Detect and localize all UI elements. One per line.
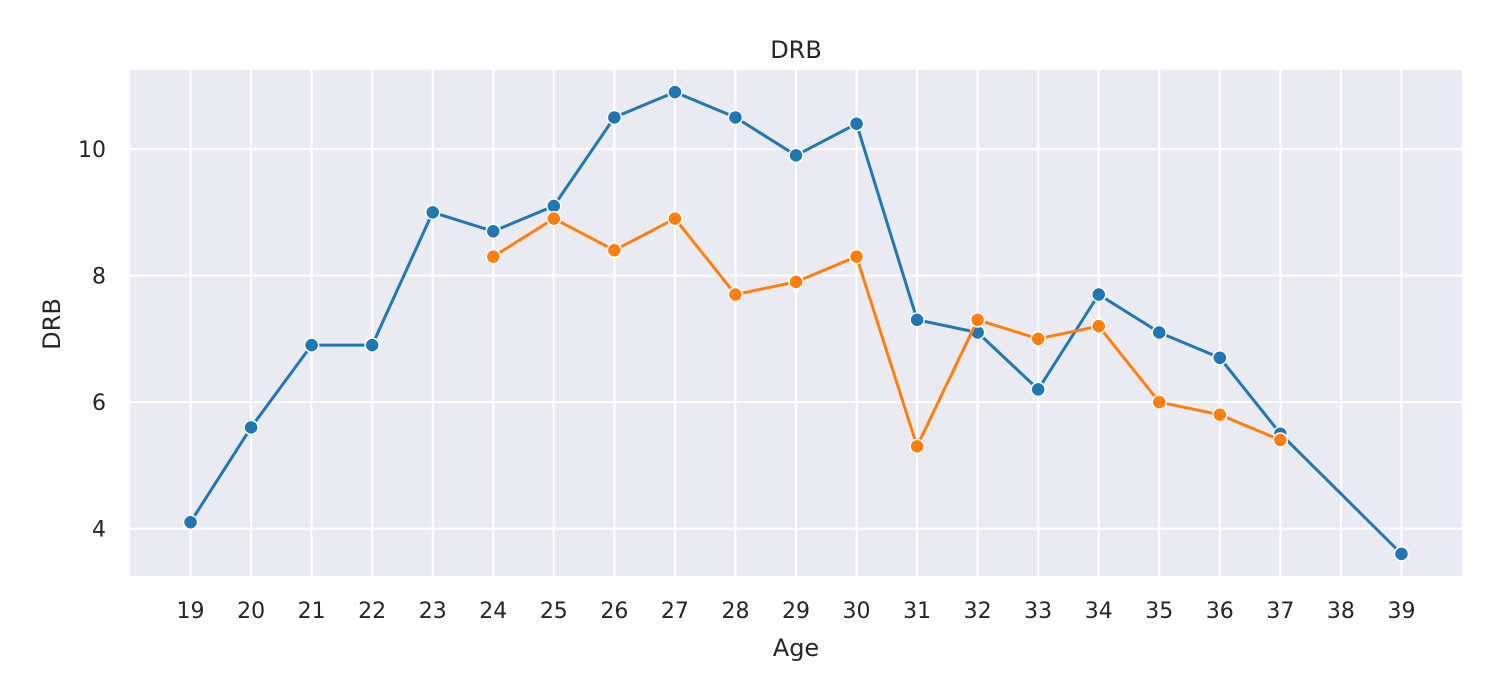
y-tick-label: 8 bbox=[92, 265, 106, 290]
y-tick-label: 10 bbox=[78, 138, 106, 163]
data-point bbox=[1393, 546, 1410, 562]
x-tick-label: 29 bbox=[782, 599, 810, 624]
data-point bbox=[1151, 394, 1168, 410]
data-point bbox=[243, 419, 259, 436]
x-tick-label: 24 bbox=[479, 599, 507, 624]
data-point bbox=[727, 109, 744, 126]
data-point bbox=[909, 438, 925, 455]
data-point bbox=[848, 248, 865, 265]
data-point bbox=[969, 312, 986, 328]
x-tick-label: 25 bbox=[540, 599, 568, 624]
series-1 bbox=[182, 84, 1410, 562]
x-tick-label: 34 bbox=[1085, 599, 1113, 624]
x-tick-label: 33 bbox=[1024, 599, 1052, 624]
data-point bbox=[1212, 350, 1228, 366]
data-point bbox=[848, 116, 865, 132]
x-tick-label: 21 bbox=[298, 599, 326, 624]
data-point bbox=[546, 210, 562, 227]
series-2 bbox=[485, 210, 1289, 455]
data-point bbox=[727, 286, 744, 303]
data-point bbox=[1212, 406, 1228, 423]
data-point bbox=[667, 210, 683, 227]
chart-title: DRB bbox=[770, 36, 822, 64]
x-tick-label: 19 bbox=[177, 599, 205, 624]
data-point bbox=[1030, 381, 1046, 398]
x-tick-label: 35 bbox=[1145, 599, 1173, 624]
x-tick-labels: 19 20 21 22 23 24 25 26 27 28 29 30 31 32 33 34 35 36 37 38… bbox=[177, 599, 1416, 624]
data-point bbox=[667, 84, 683, 100]
data-point bbox=[1090, 286, 1107, 303]
y-tick-labels: 4 6 8 10 bbox=[78, 138, 106, 543]
x-tick-label: 20 bbox=[237, 599, 265, 624]
data-point bbox=[303, 337, 320, 353]
x-tick-label: 22 bbox=[358, 599, 386, 624]
series-layer bbox=[182, 84, 1410, 562]
x-tick-label: 32 bbox=[964, 599, 992, 624]
x-tick-label: 27 bbox=[661, 599, 689, 624]
x-axis-title: Age bbox=[773, 634, 819, 662]
x-tick-label: 30 bbox=[843, 599, 871, 624]
data-point bbox=[1030, 331, 1046, 347]
x-tick-label: 38 bbox=[1327, 599, 1355, 624]
data-point bbox=[485, 223, 502, 240]
y-axis-title: DRB bbox=[38, 298, 66, 350]
data-point bbox=[182, 514, 199, 530]
data-point bbox=[606, 242, 623, 259]
data-point bbox=[1272, 432, 1289, 448]
x-tick-label: 31 bbox=[903, 599, 931, 624]
series-line bbox=[189, 90, 1403, 556]
data-point bbox=[788, 274, 804, 290]
data-point bbox=[1151, 324, 1168, 341]
data-point bbox=[909, 312, 925, 328]
data-point bbox=[364, 337, 380, 353]
data-point bbox=[606, 109, 623, 126]
series-line bbox=[491, 217, 1282, 448]
data-point bbox=[1090, 318, 1107, 334]
y-tick-label: 6 bbox=[92, 391, 106, 416]
data-point bbox=[424, 204, 441, 221]
y-tick-label: 4 bbox=[92, 518, 106, 543]
x-tick-label: 36 bbox=[1206, 599, 1234, 624]
data-point bbox=[485, 248, 502, 265]
x-tick-label: 26 bbox=[600, 599, 628, 624]
x-tick-label: 28 bbox=[721, 599, 749, 624]
x-tick-label: 39 bbox=[1387, 599, 1415, 624]
data-point bbox=[788, 147, 804, 164]
x-tick-label: 23 bbox=[419, 599, 447, 624]
x-tick-label: 37 bbox=[1266, 599, 1294, 624]
